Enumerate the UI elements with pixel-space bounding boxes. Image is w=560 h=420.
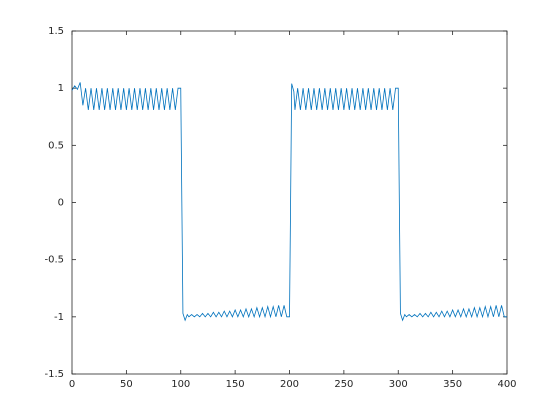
y-tick-label: 1.5 [48,26,64,37]
x-tick-label: 400 [497,379,516,390]
y-tick-label: -1.5 [44,369,64,380]
x-tick-label: 50 [120,379,133,390]
x-tick-label: 100 [171,379,190,390]
x-tick-label: 0 [69,379,75,390]
y-tick-label: -1 [54,312,64,323]
y-tick-label: 0.5 [48,140,64,151]
y-tick-label: 1 [58,83,64,94]
plot-box [71,30,508,375]
y-tick-label: 0 [58,198,64,209]
x-tick-label: 150 [226,379,245,390]
x-tick-label: 350 [443,379,462,390]
x-tick-label: 200 [280,379,299,390]
data-line [71,82,507,322]
y-tick-label: -0.5 [44,255,64,266]
x-tick-label: 250 [334,379,353,390]
x-tick-label: 300 [389,379,408,390]
